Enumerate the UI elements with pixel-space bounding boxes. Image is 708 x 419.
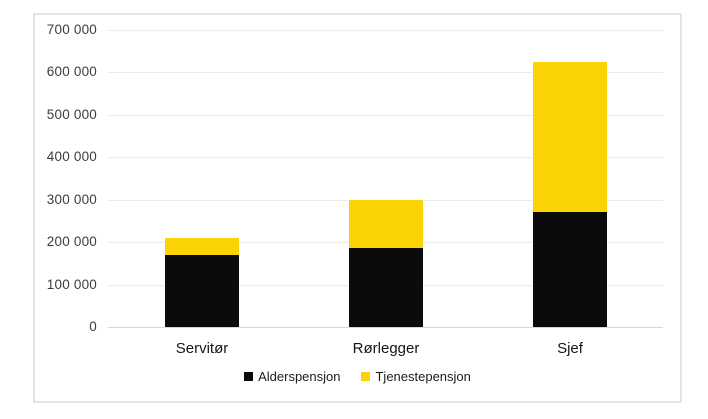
bar-segment-alderspensjon <box>349 247 423 327</box>
x-category-label: Sjef <box>557 340 583 357</box>
y-tick-label: 500 000 <box>46 106 97 122</box>
y-tick-label: 0 <box>89 319 97 334</box>
gridline <box>108 157 663 159</box>
legend-item-alderspensjon: Alderspensjon <box>244 369 340 384</box>
bar-segment-tjenestepensjon <box>165 237 239 255</box>
y-tick-label: 600 000 <box>46 64 97 80</box>
legend-item-tjenestepensjon: Tjenestepensjon <box>361 369 471 384</box>
chart-frame: 0 100 000 200 000 300 000 400 000 500 000 600 … <box>33 13 682 403</box>
gridline <box>108 72 663 74</box>
legend-label: Alderspensjon <box>258 369 341 384</box>
bar-segment-tjenestepensjon <box>533 61 607 213</box>
x-category-label: Servitør <box>175 340 229 357</box>
y-tick-label: 100 000 <box>46 276 97 292</box>
x-category-label: Rørlegger <box>352 340 420 357</box>
y-tick-label: 700 000 <box>46 21 97 37</box>
bar-segment-alderspensjon <box>533 212 607 327</box>
x-axis-baseline <box>108 327 663 328</box>
legend-label: Tjenestepensjon <box>375 369 471 384</box>
gridline <box>108 29 663 31</box>
chart-legend: Alderspensjon Tjenestepensjon <box>35 369 680 384</box>
bar-segment-tjenestepensjon <box>349 200 423 248</box>
bar-segment-alderspensjon <box>165 254 239 327</box>
y-tick-label: 200 000 <box>46 234 97 250</box>
gridline <box>108 114 663 116</box>
legend-swatch-icon <box>244 372 254 381</box>
y-tick-label: 300 000 <box>46 191 97 207</box>
legend-swatch-icon <box>361 372 371 381</box>
y-tick-label: 400 000 <box>46 149 97 165</box>
